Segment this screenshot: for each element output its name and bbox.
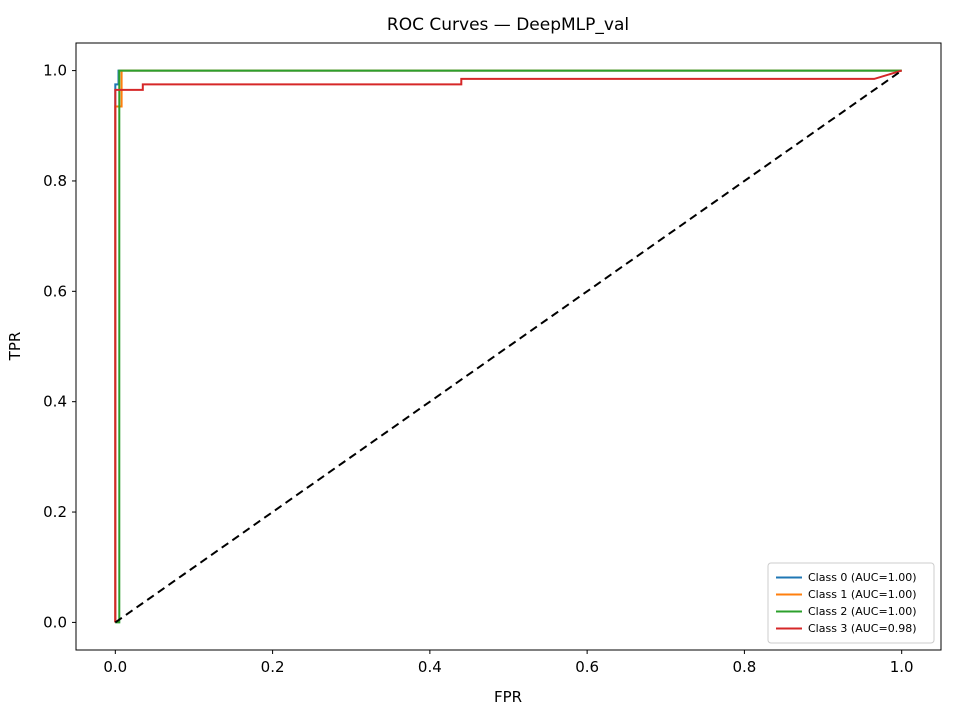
x-axis-tick-label: 1.0 [890, 658, 914, 676]
plot-border [75, 42, 942, 651]
legend-label-1: Class 1 (AUC=1.00) [808, 588, 916, 601]
y-axis-tick-label: 0.2 [43, 503, 67, 521]
x-axis-label: FPR [494, 688, 522, 706]
legend-label-0: Class 0 (AUC=1.00) [808, 571, 916, 584]
y-axis-tick-label: 0.6 [43, 282, 67, 300]
y-axis-tick-label: 0.0 [43, 613, 67, 631]
y-axis-label: TPR [6, 332, 24, 362]
legend-label-3: Class 3 (AUC=0.98) [808, 622, 916, 635]
y-axis-tick-label: 0.8 [43, 172, 67, 190]
y-axis-tick-label: 0.4 [43, 393, 67, 411]
chance-diagonal-line [114, 69, 903, 624]
x-axis-tick-label: 0.2 [261, 658, 285, 676]
x-axis-tick-label: 0.0 [103, 658, 127, 676]
plot-layer: 0.0 0.2 0.4 0.6 0.8 1.0 0.0 0.2 0.4 0.6 0.8 1.0 Clas… [43, 42, 942, 676]
x-axis-tick-label: 0.4 [418, 658, 442, 676]
x-axis-tick-label: 0.6 [575, 658, 599, 676]
legend-box [767, 562, 935, 644]
x-axis-tick-label: 0.8 [732, 658, 756, 676]
roc-curve-2 [115, 69, 902, 624]
y-axis-tick-label: 1.0 [43, 62, 67, 80]
chart-title: ROC Curves — DeepMLP_val [387, 15, 629, 35]
roc-curve-3 [114, 69, 902, 623]
legend-label-2: Class 2 (AUC=1.00) [808, 605, 916, 618]
